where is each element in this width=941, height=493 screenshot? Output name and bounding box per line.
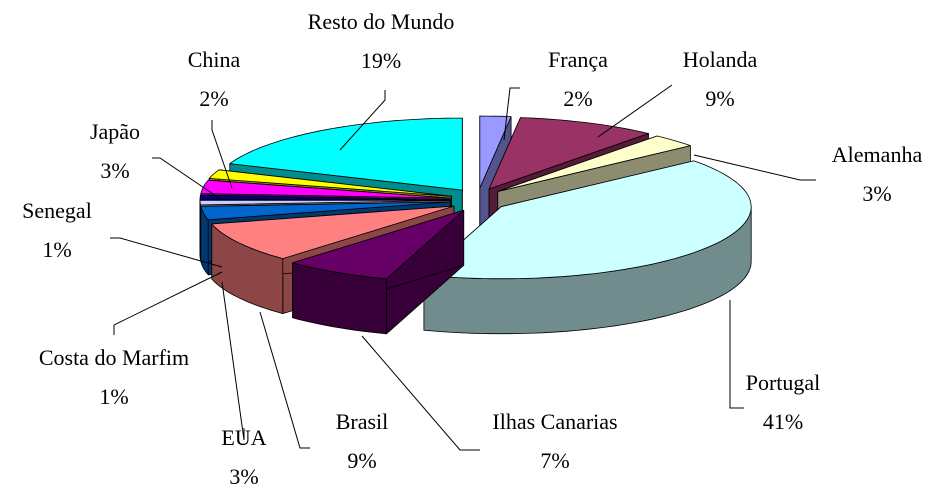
category-label: Brasil [336, 409, 389, 434]
value-label: 19% [361, 48, 401, 73]
value-label: 1% [42, 237, 71, 262]
leader-line [259, 311, 310, 449]
slice [292, 209, 465, 280]
slice [497, 135, 691, 192]
category-label: França [548, 47, 608, 72]
value-label: 2% [563, 86, 592, 111]
value-label: 7% [540, 448, 569, 473]
category-label: Holanda [683, 47, 758, 72]
value-label: 3% [862, 181, 891, 206]
leader-line [339, 90, 386, 151]
leader-line [729, 300, 744, 409]
slice [488, 117, 649, 190]
value-label: 41% [763, 409, 803, 434]
slice [423, 160, 752, 280]
category-label: Japão [90, 119, 140, 144]
leader-line [152, 157, 223, 201]
leader-line [113, 271, 223, 335]
leader-line [110, 237, 223, 268]
category-label: EUA [221, 425, 266, 450]
slice [211, 205, 455, 260]
value-label: 9% [705, 86, 734, 111]
leader-line [597, 84, 673, 138]
category-label: Senegal [22, 198, 92, 223]
value-label: 9% [347, 448, 376, 473]
slice [199, 199, 451, 206]
category-label: China [188, 47, 241, 72]
category-label: Portugal [746, 370, 821, 395]
slice [229, 117, 463, 191]
pie [199, 115, 752, 335]
value-label: 2% [199, 86, 228, 111]
slice [200, 201, 451, 221]
slice [208, 169, 452, 197]
leader-line [361, 335, 480, 451]
leader-line [211, 120, 233, 189]
leader-line [693, 154, 816, 181]
category-label: Costa do Marfim [39, 345, 189, 370]
value-label: 1% [99, 384, 128, 409]
value-label: 3% [229, 464, 258, 489]
leader-line [221, 281, 245, 441]
slice [199, 194, 451, 201]
slice [479, 115, 512, 189]
category-label: Alemanha [832, 142, 923, 167]
labels: França 2% Holanda 9% Alemanha 3% Portugal 41% Il… [22, 9, 922, 489]
leader-line [503, 87, 520, 141]
category-label: Resto do Mundo [308, 9, 455, 34]
value-label: 3% [100, 158, 129, 183]
category-label: Ilhas Canarias [492, 409, 617, 434]
